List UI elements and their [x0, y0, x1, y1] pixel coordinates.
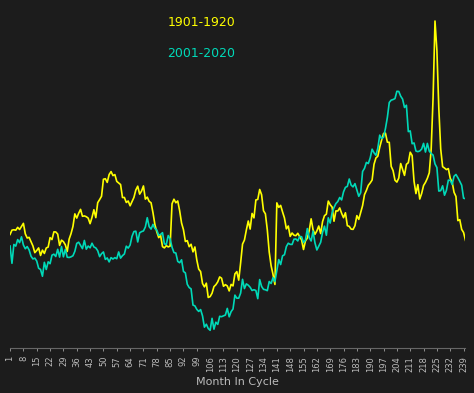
X-axis label: Month In Cycle: Month In Cycle — [196, 377, 279, 387]
Text: 1901-1920: 1901-1920 — [167, 16, 235, 29]
Text: 2001-2020: 2001-2020 — [167, 47, 235, 60]
